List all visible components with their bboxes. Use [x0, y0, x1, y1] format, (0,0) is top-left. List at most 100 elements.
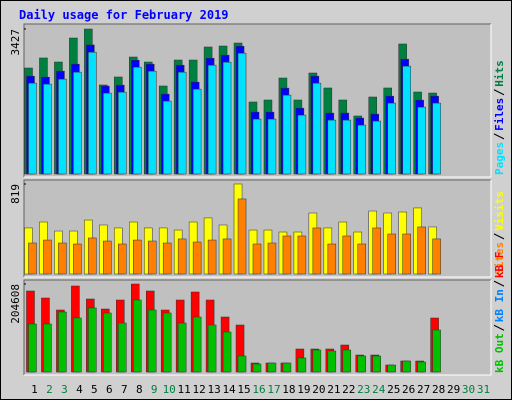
bar — [432, 102, 441, 175]
legend-entry: kB In — [493, 289, 506, 322]
legend: Sites Visits — [493, 191, 506, 275]
bar — [282, 362, 292, 373]
legend-separator — [493, 89, 505, 96]
legend: Pages Files Hits — [493, 60, 506, 175]
x-tick-label: 4 — [76, 383, 83, 396]
bar — [387, 364, 396, 373]
bar — [103, 240, 112, 275]
bar — [342, 119, 352, 175]
bar — [237, 355, 247, 373]
x-tick-label: 20 — [312, 383, 325, 396]
bar — [297, 114, 307, 175]
bar — [252, 118, 262, 175]
legend-entry: Hits — [493, 60, 506, 87]
bar — [402, 360, 411, 373]
bar — [28, 242, 37, 275]
x-tick-label: 22 — [342, 383, 355, 396]
bar — [432, 238, 441, 275]
bar — [327, 243, 337, 275]
bar — [88, 307, 97, 373]
x-tick-label: 15 — [237, 383, 250, 396]
bar — [147, 309, 157, 373]
x-tick-label: 2 — [46, 383, 53, 396]
x-tick-label: 7 — [121, 383, 128, 396]
bar — [312, 82, 322, 175]
x-tick-label: 14 — [222, 383, 236, 396]
bar — [387, 102, 396, 175]
x-tick-label: 10 — [163, 383, 176, 396]
bar — [402, 233, 411, 275]
legend-separator — [493, 280, 505, 287]
bar — [267, 118, 277, 175]
legend-entry: Visits — [493, 191, 506, 231]
legend-entry: kB Out — [493, 333, 506, 373]
bar — [118, 91, 127, 175]
bar — [147, 240, 157, 275]
bar — [88, 237, 97, 275]
bar — [207, 324, 217, 373]
bar — [402, 65, 411, 175]
bar — [237, 198, 247, 275]
bar — [267, 242, 277, 275]
bar — [372, 227, 381, 275]
bar — [372, 120, 381, 175]
bar — [327, 350, 337, 373]
x-tick-label: 9 — [151, 383, 158, 396]
y-max-label: 204608 — [9, 284, 22, 324]
x-tick-label: 1 — [31, 383, 38, 396]
bar — [192, 241, 202, 275]
x-tick-label: 16 — [252, 383, 265, 396]
bar — [103, 312, 112, 373]
panel-bevel — [24, 24, 492, 178]
bar — [252, 243, 262, 275]
bar — [342, 235, 352, 275]
bar — [43, 83, 52, 175]
bar — [432, 329, 441, 373]
legend-entry: Files — [493, 98, 506, 131]
bar — [207, 64, 217, 175]
bar — [133, 66, 142, 175]
bar — [357, 124, 367, 175]
chart-title: Daily usage for February 2019 — [19, 8, 229, 22]
bar — [192, 88, 202, 175]
bar — [282, 235, 292, 275]
bar — [133, 299, 142, 373]
x-tick-label: 26 — [402, 383, 415, 396]
bar — [133, 239, 142, 275]
bar — [177, 322, 187, 373]
bar — [267, 362, 277, 373]
bar — [177, 71, 187, 175]
bar — [237, 52, 247, 175]
x-tick-label: 18 — [282, 383, 295, 396]
y-max-label: 3427 — [9, 29, 22, 56]
x-tick-label: 25 — [387, 383, 400, 396]
bar — [252, 363, 262, 373]
bar — [43, 239, 52, 275]
bar — [103, 92, 112, 175]
legend-separator — [493, 233, 505, 240]
y-max-label: 819 — [9, 184, 22, 204]
bar — [312, 349, 322, 373]
x-tick-label: 19 — [297, 383, 310, 396]
x-tick-label: 12 — [193, 383, 206, 396]
bar — [192, 316, 202, 373]
bar — [282, 94, 292, 175]
bar — [73, 243, 82, 275]
bar — [372, 355, 381, 373]
bar — [88, 51, 97, 175]
bar — [28, 82, 37, 175]
bar — [118, 322, 127, 373]
legend-entry: Sites — [493, 242, 506, 275]
bar — [357, 355, 367, 373]
x-tick-label: 28 — [432, 383, 445, 396]
x-tick-label: 6 — [106, 383, 113, 396]
x-tick-label: 23 — [357, 383, 370, 396]
legend: kB Out kB In kB F — [493, 252, 506, 373]
bar — [43, 323, 52, 373]
bar — [327, 119, 337, 175]
x-tick-label: 17 — [267, 383, 280, 396]
x-tick-label: 24 — [372, 383, 386, 396]
bar — [207, 239, 217, 275]
